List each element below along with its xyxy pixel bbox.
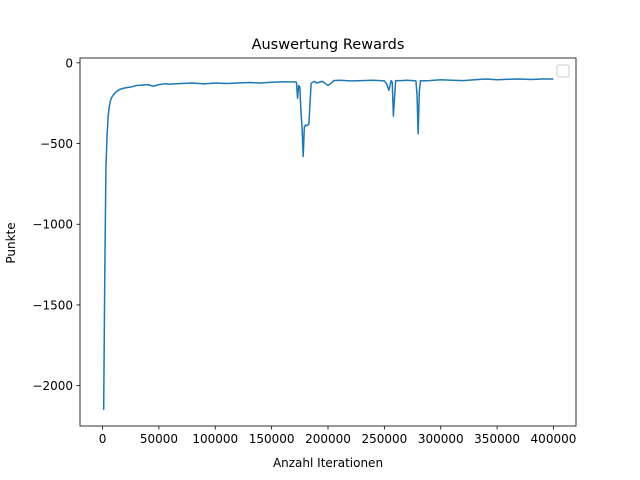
y-tick-label: −500 bbox=[40, 137, 73, 151]
y-axis-label: Punkte bbox=[4, 222, 18, 263]
y-tick-label: 0 bbox=[65, 56, 73, 70]
x-tick-label: 200000 bbox=[305, 432, 351, 446]
y-tick-label: −1000 bbox=[32, 218, 73, 232]
legend-box bbox=[556, 64, 570, 78]
x-tick-label: 0 bbox=[99, 432, 107, 446]
x-tick-label: 350000 bbox=[474, 432, 520, 446]
x-tick-label: 400000 bbox=[531, 432, 577, 446]
y-tick-label: −1500 bbox=[32, 298, 73, 312]
x-tick-label: 150000 bbox=[249, 432, 295, 446]
plot-area: 0 50000 100000 150000 200000 250000 300000 3500… bbox=[32, 56, 577, 446]
x-tick-label: 50000 bbox=[140, 432, 178, 446]
x-axis-label: Anzahl Iterationen bbox=[273, 456, 383, 470]
y-tick-label: −2000 bbox=[32, 379, 73, 393]
series-line-0 bbox=[102, 78, 554, 410]
axes-frame bbox=[79, 57, 577, 427]
x-tick-label: 100000 bbox=[192, 432, 238, 446]
x-tick-label: 250000 bbox=[361, 432, 407, 446]
x-tick-label: 300000 bbox=[418, 432, 464, 446]
chart-title: Auswertung Rewards bbox=[252, 37, 405, 53]
